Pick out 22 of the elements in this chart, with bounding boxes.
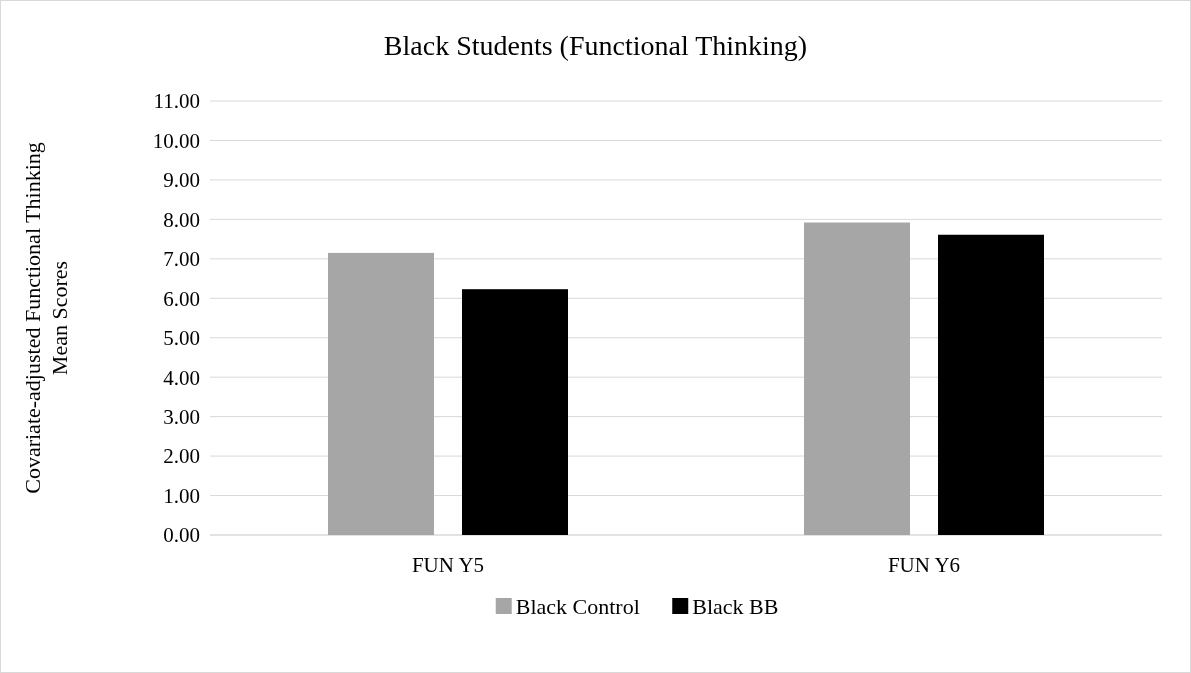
y-tick-label: 1.00	[163, 483, 200, 508]
x-tick-label: FUN Y5	[411, 553, 485, 577]
y-tick-label: 8.00	[163, 207, 200, 232]
y-tick-label: 6.00	[163, 286, 200, 311]
bar	[328, 252, 434, 535]
bar	[462, 289, 568, 535]
legend-label: Black Control	[515, 593, 640, 619]
y-tick-label: 9.00	[163, 168, 200, 193]
bar	[938, 234, 1044, 535]
y-axis-title: Covariate-adjusted Functional Thinking Mean Scores	[20, 142, 72, 494]
y-tick-label: 4.00	[163, 365, 200, 390]
y-tick-label: 10.00	[152, 128, 200, 153]
y-tick-label: 0.00	[163, 523, 200, 548]
bar	[804, 222, 910, 535]
y-tick-label: 7.00	[163, 247, 200, 272]
x-tick-label: FUN Y6	[887, 553, 961, 577]
y-tick-label: 2.00	[163, 444, 200, 469]
chart-title: Black Students (Functional Thinking)	[383, 30, 808, 61]
y-tick-label: 5.00	[163, 326, 200, 351]
legend-label: Black BB	[692, 593, 779, 619]
y-tick-label: 3.00	[163, 404, 200, 429]
y-tick-label: 11.00	[153, 89, 200, 114]
